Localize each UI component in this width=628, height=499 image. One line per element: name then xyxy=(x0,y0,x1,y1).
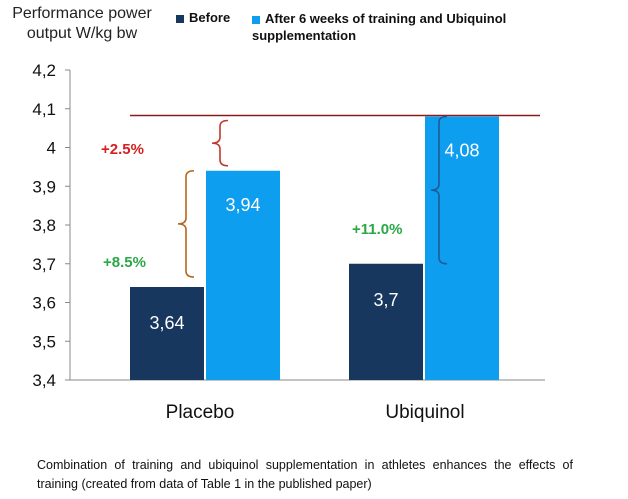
legend-label-before: Before xyxy=(189,10,231,25)
brace-placebo-gain xyxy=(177,169,195,278)
y-tick-label: 3,9 xyxy=(32,177,56,196)
y-tick-label: 4 xyxy=(47,139,56,158)
legend-swatch-before xyxy=(176,14,184,23)
bar-placebo-series-0 xyxy=(130,287,204,380)
annotation-label: +2.5% xyxy=(101,141,144,158)
bar-value-label: 3,64 xyxy=(149,313,184,333)
legend-swatch-after xyxy=(252,15,260,24)
figure-caption: Combination of training and ubiquinol su… xyxy=(37,458,573,491)
legend-item-after: After 6 weeks of training and Ubiquinol … xyxy=(252,10,512,44)
bar-value-label: 3,7 xyxy=(373,290,398,310)
y-tick-label: 3,5 xyxy=(32,332,56,351)
x-tick-labels: Placebo Ubiquinol xyxy=(166,402,465,423)
brace-ubiquinol-gain xyxy=(430,115,448,265)
x-tick-label: Ubiquinol xyxy=(385,402,464,423)
y-tick-label: 4,1 xyxy=(32,100,56,119)
y-tick-labels: 3,4 3,5 3,6 3,7 3,8 3,9 4 4,1 4,2 xyxy=(32,61,70,390)
annotations: +8.5% +11.0% +2.5% xyxy=(101,114,540,278)
y-tick-label: 3,6 xyxy=(32,294,56,313)
y-tick-label: 3,8 xyxy=(32,216,56,235)
bar-value-label: 3,94 xyxy=(225,195,260,215)
legend-label-after: After 6 weeks of training and Ubiquinol … xyxy=(252,11,507,43)
bar-ubiquinol-series-0 xyxy=(349,263,423,380)
brace-difference xyxy=(211,119,229,167)
y-tick-label: 3,4 xyxy=(32,371,56,390)
annotation-label: +11.0% xyxy=(352,221,402,238)
y-tick-label: 4,2 xyxy=(32,61,56,80)
x-tick-label: Placebo xyxy=(166,402,235,423)
bars xyxy=(130,116,499,380)
y-tick-label: 3,7 xyxy=(32,255,56,274)
bar-ubiquinol-series-1 xyxy=(425,116,499,380)
y-axis-label: Performance power output W/kg bw xyxy=(12,5,152,42)
bar-value-label: 4,08 xyxy=(444,141,479,161)
bar-value-labels: 3,64 3,94 3,7 4,08 xyxy=(149,141,479,334)
annotation-label: +8.5% xyxy=(103,254,146,271)
legend-item-before: Before xyxy=(176,10,230,25)
bar-placebo-series-1 xyxy=(206,170,280,380)
